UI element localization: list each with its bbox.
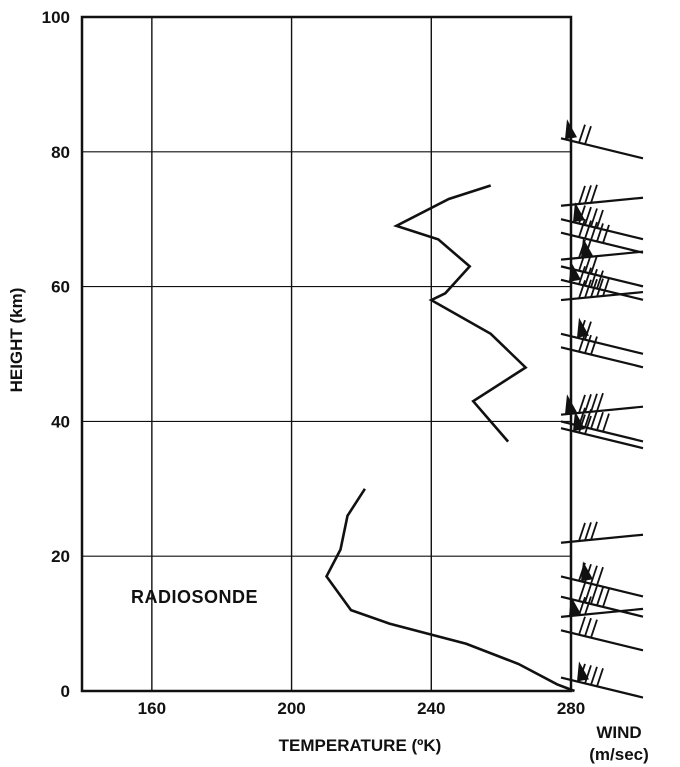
series-layer bbox=[324, 184, 575, 693]
wind-barb bbox=[560, 561, 644, 598]
y-tick-label: 40 bbox=[51, 412, 70, 431]
wind-barb bbox=[560, 661, 644, 699]
radiosonde-line bbox=[324, 488, 575, 693]
wind-barbs-panel bbox=[560, 119, 644, 699]
wind-barb bbox=[560, 277, 644, 302]
x-tick-label: 240 bbox=[417, 699, 445, 718]
y-tick-labels: 0 20 40 60 80 100 bbox=[42, 8, 70, 701]
wind-barb bbox=[560, 261, 644, 301]
y-tick-label: 60 bbox=[51, 278, 70, 297]
wind-barb bbox=[560, 317, 644, 355]
y-tick-label: 0 bbox=[61, 682, 70, 701]
y-tick-label: 20 bbox=[51, 547, 70, 566]
x-tick-label: 200 bbox=[277, 699, 305, 718]
wind-barb bbox=[560, 119, 644, 160]
wind-barb bbox=[560, 202, 644, 241]
grid-lines bbox=[82, 17, 571, 691]
radiosonde-label: RADIOSONDE bbox=[131, 587, 258, 607]
upper-atmosphere-line bbox=[393, 184, 528, 443]
x-tick-label: 280 bbox=[557, 699, 585, 718]
wind-barb bbox=[560, 218, 644, 254]
y-axis-title: HEIGHT (km) bbox=[7, 288, 26, 393]
y-tick-label: 100 bbox=[42, 8, 70, 27]
wind-label: WIND bbox=[596, 723, 641, 742]
wind-barb bbox=[560, 333, 644, 369]
x-tick-labels: 160 200 240 280 bbox=[138, 699, 586, 718]
plot-frame bbox=[80, 15, 573, 693]
wind-barb bbox=[560, 237, 644, 261]
y-tick-label: 80 bbox=[51, 143, 70, 162]
wind-barb bbox=[560, 596, 644, 618]
wind-barb bbox=[560, 582, 644, 618]
wind-barb bbox=[560, 411, 644, 450]
x-axis-title: TEMPERATURE (ºK) bbox=[279, 736, 442, 755]
wind-barb bbox=[560, 392, 644, 416]
wind-barb bbox=[560, 521, 644, 544]
x-tick-label: 160 bbox=[138, 699, 166, 718]
wind-barb bbox=[560, 184, 644, 207]
wind-barb bbox=[560, 616, 644, 652]
wind-units: (m/sec) bbox=[589, 745, 649, 764]
